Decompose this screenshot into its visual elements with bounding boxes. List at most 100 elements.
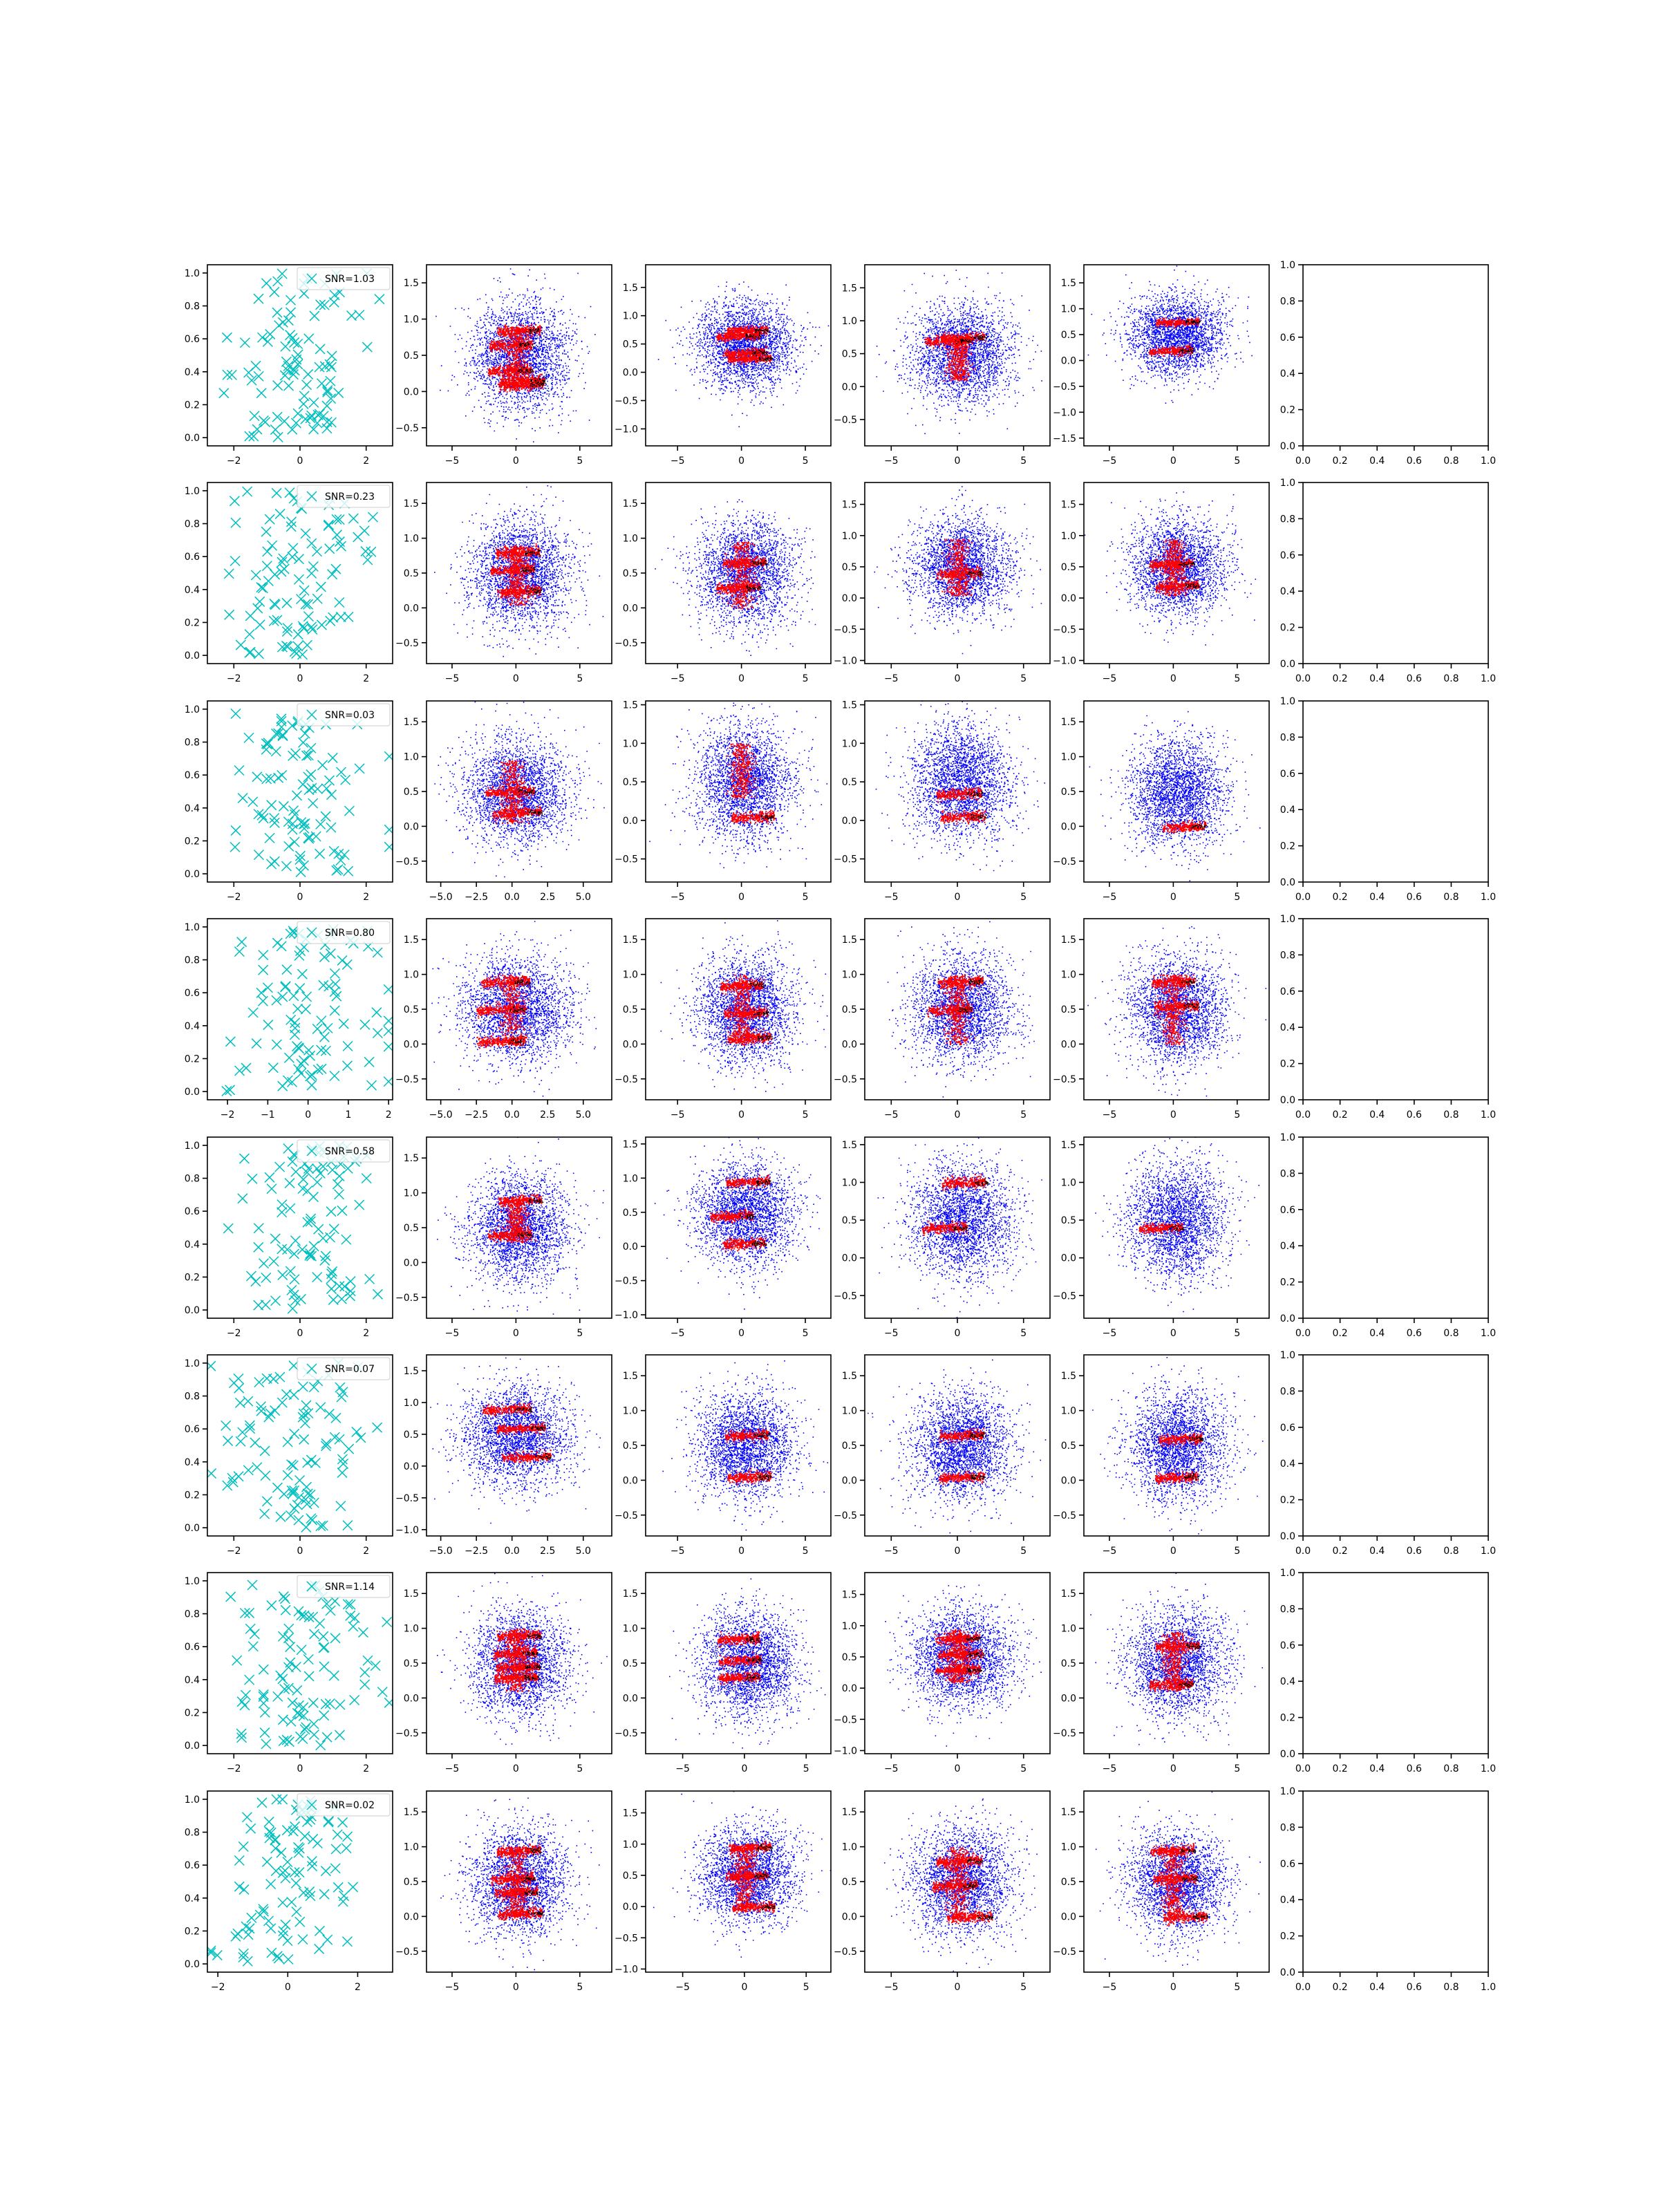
x-marker <box>245 1924 254 1933</box>
x-marker <box>223 370 232 379</box>
x-marker <box>254 1242 263 1252</box>
panel-cloud: −5.0 −2.5 0.0 2.5 5.0−0.50.00.51.01.5 <box>395 919 612 1121</box>
x-marker <box>330 1071 339 1080</box>
y-tick-label: 1.0 <box>842 738 857 749</box>
y-tick-label: 0.8 <box>1280 1386 1295 1397</box>
x-marker <box>259 1691 268 1701</box>
y-tick-label: 0.2 <box>1280 1713 1295 1724</box>
y-tick-label: 1.0 <box>404 1842 419 1853</box>
blue-point-cloud <box>1085 491 1275 646</box>
x-marker <box>332 1179 342 1189</box>
x-tick-label: −5 <box>1103 892 1117 903</box>
panel-empty: 0.0 0.2 0.4 0.6 0.8 1.00.00.20.40.60.81.0 <box>1280 1786 1496 1993</box>
blue-points <box>861 1123 1042 1324</box>
x-marker <box>281 357 291 366</box>
y-tick-label: 0.5 <box>623 1208 638 1219</box>
y-tick-label: 0.5 <box>1061 562 1076 573</box>
row-6: SNR=0.07−2 0 20.00.20.40.60.81.0−5.0 −2.5 0.… <box>185 1341 1496 1557</box>
y-tick-label: 0.2 <box>1280 1931 1295 1942</box>
y-tick-label: 0.0 <box>1061 1693 1076 1704</box>
x-marker <box>315 344 325 354</box>
x-marker <box>312 1273 322 1282</box>
x-tick-label: 0.4 <box>1369 1763 1385 1774</box>
y-tick-label: 1.5 <box>404 278 419 289</box>
y-tick-label: 0.5 <box>404 350 419 362</box>
x-marker <box>332 1830 342 1839</box>
axes-frame <box>865 1573 1050 1754</box>
x-marker <box>234 766 244 776</box>
x-marker <box>342 1061 352 1071</box>
x-marker <box>301 1400 311 1410</box>
y-tick-label: 0.0 <box>404 1693 419 1704</box>
x-marker <box>274 773 283 782</box>
y-tick-label: 0.0 <box>1061 1253 1076 1264</box>
x-tick-label: −5 <box>884 1982 899 1993</box>
x-marker <box>344 612 353 621</box>
x-marker <box>317 1016 326 1026</box>
y-tick-label: 1.0 <box>623 534 638 545</box>
y-tick-label: 0.5 <box>404 1658 419 1669</box>
y-tick-label: 1.0 <box>842 531 857 542</box>
y-tick-label: 1.5 <box>1061 1588 1076 1600</box>
y-tick-label: 1.0 <box>842 1406 857 1417</box>
axes-frame <box>207 1137 393 1318</box>
x-marker <box>281 861 291 871</box>
x-marker <box>288 721 297 731</box>
y-tick-label: 1.0 <box>842 1842 857 1853</box>
x-marker <box>288 543 298 553</box>
x-marker <box>307 1080 317 1090</box>
x-marker <box>260 1509 270 1519</box>
panel-samples: SNR=1.03−2 0 20.00.20.40.60.81.0 <box>185 265 393 467</box>
y-tick-label: 1.0 <box>404 1398 419 1409</box>
x-marker <box>336 856 346 865</box>
x-marker <box>263 547 272 556</box>
x-marker <box>339 1019 348 1029</box>
y-tick-label: 0.5 <box>1061 1215 1076 1226</box>
y-tick-label: 0.6 <box>1280 550 1295 561</box>
x-marker <box>291 1167 301 1177</box>
x-marker <box>244 733 254 742</box>
x-tick-label: −5 <box>884 673 899 684</box>
axes-frame <box>1303 701 1488 882</box>
x-marker <box>288 424 297 434</box>
x-marker <box>238 1194 247 1203</box>
x-marker <box>270 287 279 297</box>
sample-markers <box>206 1794 358 1966</box>
x-marker <box>257 810 267 820</box>
x-tick-label: 0 <box>738 1328 744 1339</box>
x-marker <box>288 819 297 829</box>
x-tick-label: 0.6 <box>1407 673 1422 684</box>
x-marker <box>267 1601 276 1611</box>
y-tick-label: 1.0 <box>1280 1568 1295 1579</box>
y-tick-label: 0.8 <box>185 519 200 530</box>
x-tick-label: −5 <box>1103 1546 1117 1557</box>
y-tick-label: 0.0 <box>185 869 200 880</box>
x-marker <box>265 330 275 339</box>
x-tick-label: −5 <box>445 673 460 684</box>
x-marker <box>288 1304 297 1313</box>
x-marker <box>292 1907 301 1917</box>
y-tick-label: 0.0 <box>623 368 638 379</box>
x-marker <box>319 1631 328 1641</box>
x-marker <box>361 547 371 556</box>
y-tick-label: 0.5 <box>842 1441 857 1452</box>
x-marker <box>227 370 236 379</box>
y-tick-label: 0.6 <box>185 1642 200 1653</box>
x-marker <box>287 1897 297 1907</box>
x-marker <box>359 526 369 536</box>
x-marker <box>256 583 266 592</box>
x-marker <box>256 388 266 398</box>
x-marker <box>279 1715 288 1725</box>
x-marker <box>343 1832 353 1841</box>
y-tick-label: 0.0 <box>185 1305 200 1316</box>
y-tick-label: −0.5 <box>615 638 638 649</box>
x-tick-label: 0.2 <box>1332 456 1347 467</box>
x-marker <box>263 1020 273 1030</box>
y-tick-label: 0.0 <box>1280 1749 1295 1760</box>
x-marker <box>272 729 281 738</box>
x-marker <box>335 1700 345 1709</box>
x-tick-label: 5 <box>1020 673 1027 684</box>
x-marker <box>248 1642 258 1651</box>
x-marker <box>364 1057 374 1067</box>
x-marker <box>334 388 344 397</box>
